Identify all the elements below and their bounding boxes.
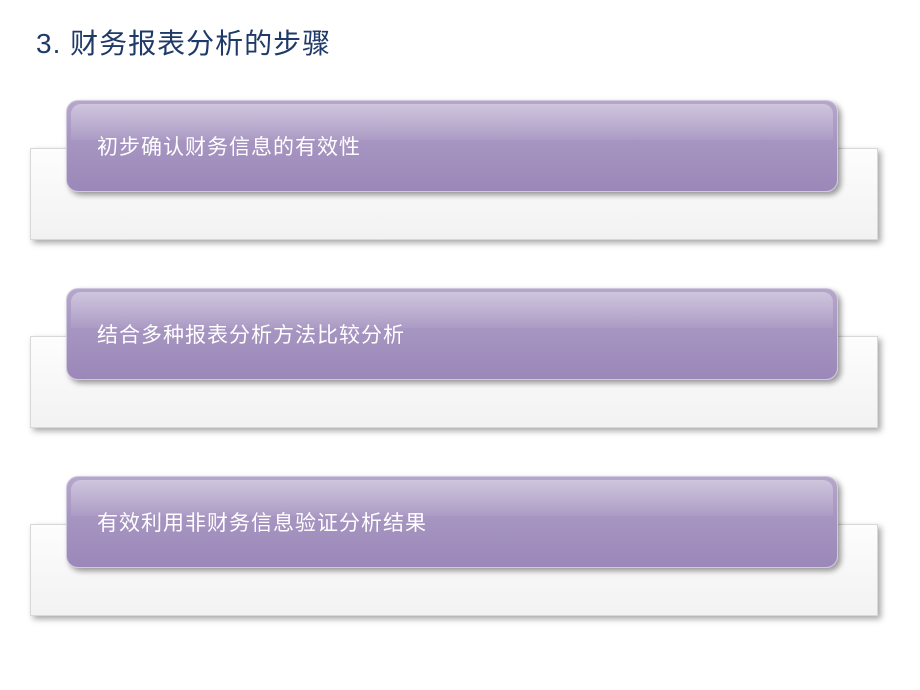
step-card: 初步确认财务信息的有效性 — [66, 100, 838, 192]
slide-title: 3. 财务报表分析的步骤 — [36, 22, 331, 62]
step-label: 有效利用非财务信息验证分析结果 — [97, 507, 427, 537]
step-label: 结合多种报表分析方法比较分析 — [97, 319, 405, 349]
step-item: 初步确认财务信息的有效性 — [30, 100, 880, 240]
steps-container: 初步确认财务信息的有效性 结合多种报表分析方法比较分析 有效利用非财务信息验证分… — [30, 100, 880, 664]
step-card: 结合多种报表分析方法比较分析 — [66, 288, 838, 380]
step-item: 结合多种报表分析方法比较分析 — [30, 288, 880, 428]
step-item: 有效利用非财务信息验证分析结果 — [30, 476, 880, 616]
step-label: 初步确认财务信息的有效性 — [97, 131, 361, 161]
step-card: 有效利用非财务信息验证分析结果 — [66, 476, 838, 568]
